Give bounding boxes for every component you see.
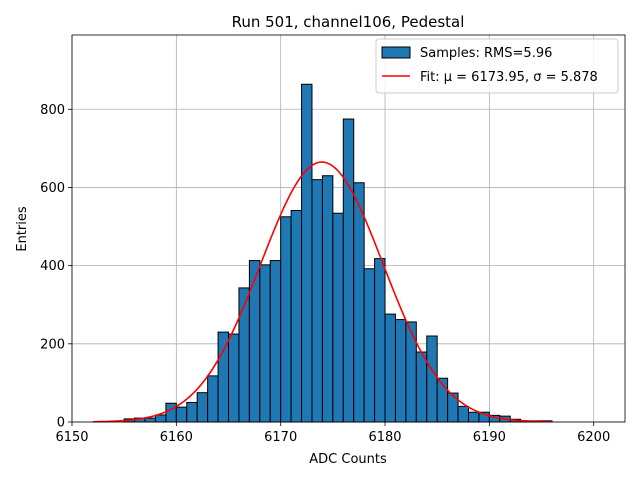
y-tick-label: 800 — [40, 103, 65, 118]
histogram-bar — [165, 402, 177, 423]
histogram-bar — [363, 268, 376, 423]
x-tick-label: 6150 — [55, 430, 88, 445]
histogram-bar — [415, 351, 428, 423]
histogram-bar — [175, 406, 188, 423]
legend-box — [375, 38, 619, 94]
x-axis-label: ADC Counts — [309, 452, 387, 467]
histogram-bar — [342, 118, 355, 423]
legend: Samples: RMS=5.96 Fit: μ = 6173.95, σ = … — [375, 38, 619, 94]
y-tick-label: 400 — [40, 259, 65, 274]
histogram-bar — [353, 182, 365, 423]
x-tick-label: 6180 — [368, 430, 401, 445]
fit-curve — [92, 161, 552, 423]
histogram-bar — [457, 405, 469, 423]
histogram-bar — [290, 210, 303, 423]
histogram-bar — [269, 260, 282, 423]
axis-ticks: 6150 6160 6170 6180 6190 6200 0 200 400 600 800 — [40, 103, 610, 445]
histogram-bar — [154, 414, 167, 423]
x-tick-label: 6190 — [473, 430, 506, 445]
histogram-bar — [186, 401, 198, 423]
plot-frame — [71, 34, 626, 423]
y-tick-label: 0 — [57, 416, 65, 431]
histogram-bar — [426, 335, 438, 423]
histogram-bar — [467, 411, 480, 423]
y-axis-label: Entries — [15, 206, 30, 252]
histogram-bar — [311, 179, 323, 423]
histogram-bar — [144, 417, 156, 423]
histogram-bar — [238, 287, 250, 423]
histogram-bar — [332, 212, 344, 423]
histogram-bars — [123, 83, 553, 423]
histogram-bar — [301, 83, 313, 423]
y-tick-label: 200 — [40, 337, 65, 352]
x-tick-label: 6200 — [577, 430, 610, 445]
histogram-bar — [259, 264, 271, 423]
histogram-bar — [321, 175, 334, 423]
legend-label-samples: Samples: RMS=5.96 — [420, 46, 552, 61]
legend-swatch-samples — [381, 46, 411, 59]
histogram-bar — [207, 375, 219, 423]
chart-title: Run 501, channel106, Pedestal — [232, 13, 465, 31]
histogram-bar — [374, 258, 386, 423]
legend-label-fit: Fit: μ = 6173.95, σ = 5.878 — [420, 70, 598, 85]
histogram-bar — [217, 331, 230, 423]
histogram-bar — [447, 392, 459, 423]
histogram-bar — [228, 333, 240, 423]
x-tick-label: 6170 — [264, 430, 297, 445]
y-tick-label: 600 — [40, 181, 65, 196]
histogram-bar — [196, 392, 209, 423]
x-tick-label: 6160 — [160, 430, 193, 445]
histogram-bar — [248, 260, 261, 423]
histogram-bar — [384, 313, 396, 423]
histogram-bar — [280, 216, 292, 423]
histogram-bar — [405, 321, 417, 423]
histogram-bar — [394, 319, 407, 423]
